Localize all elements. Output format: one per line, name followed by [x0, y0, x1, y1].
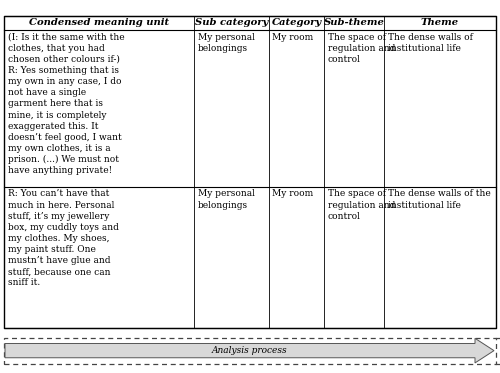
- Text: (I: Is it the same with the
clothes, that you had
chosen other colours if-)
R: Y: (I: Is it the same with the clothes, tha…: [8, 33, 124, 175]
- Text: Analysis process: Analysis process: [212, 346, 288, 355]
- Text: Condensed meaning unit: Condensed meaning unit: [29, 18, 169, 27]
- Text: Sub-theme: Sub-theme: [324, 18, 384, 27]
- Polygon shape: [5, 338, 494, 363]
- Text: The dense walls of
institutional life: The dense walls of institutional life: [388, 33, 472, 53]
- Text: The space of
regulation and
control: The space of regulation and control: [328, 33, 395, 64]
- Text: Theme: Theme: [421, 18, 459, 27]
- Text: My room: My room: [272, 33, 314, 42]
- Text: My personal
belongings: My personal belongings: [198, 33, 254, 53]
- Text: Sub category: Sub category: [195, 18, 268, 27]
- Text: My room: My room: [272, 189, 314, 198]
- Text: The space of
regulation and
control: The space of regulation and control: [328, 189, 395, 221]
- Text: My personal
belongings: My personal belongings: [198, 189, 254, 210]
- Text: Category: Category: [272, 18, 322, 27]
- Text: R: You can’t have that
much in here. Personal
stuff, it’s my jewellery
box, my c: R: You can’t have that much in here. Per…: [8, 189, 118, 287]
- Bar: [4, 16, 496, 328]
- Text: The dense walls of the
institutional life: The dense walls of the institutional lif…: [388, 189, 490, 210]
- Bar: [4, 338, 496, 364]
